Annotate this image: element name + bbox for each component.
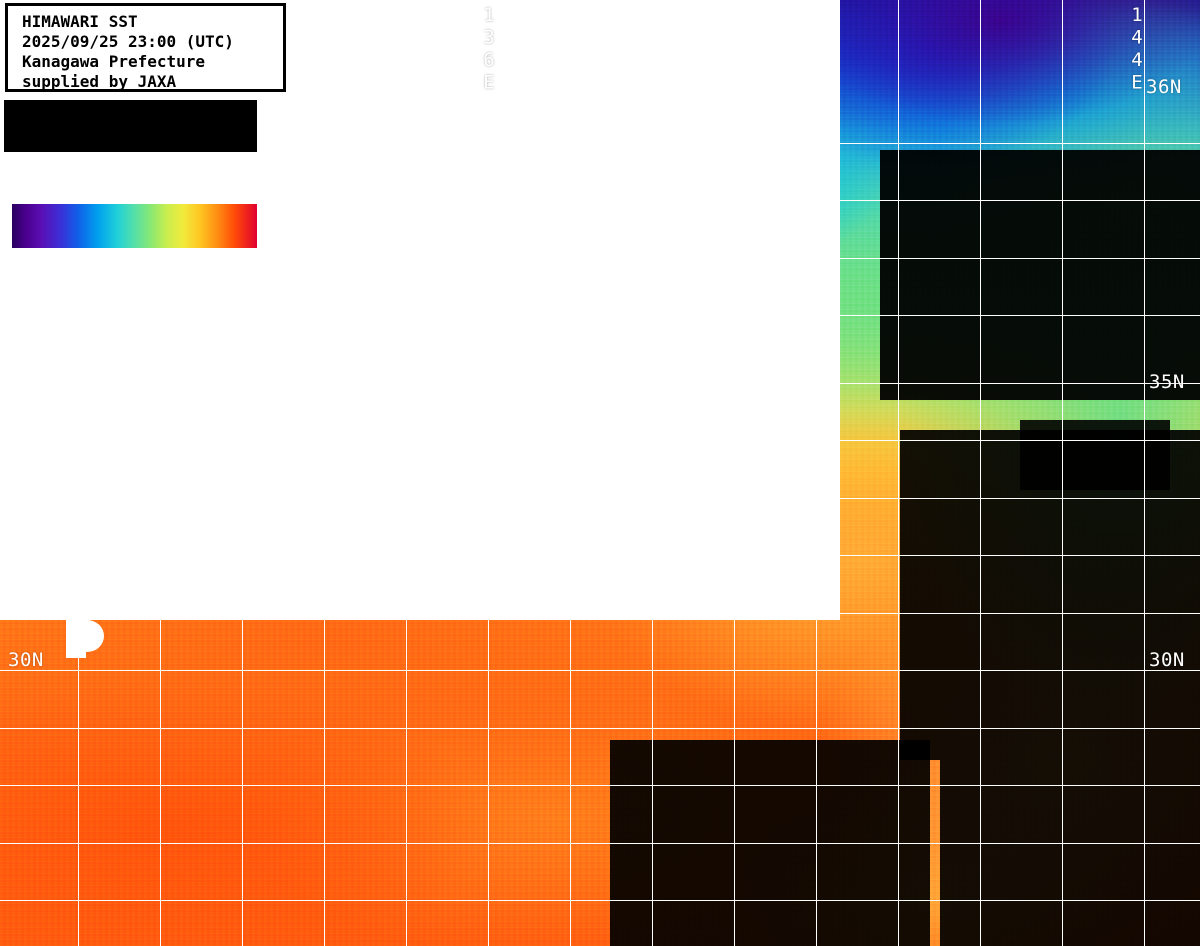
- landmass-tanegashima: [118, 510, 148, 568]
- lat-label-30n-left: 30N: [8, 649, 44, 671]
- title-line-source: supplied by JAXA: [22, 72, 177, 91]
- landmass-izu-oshima: [436, 448, 460, 488]
- colorbar-tick-28: 28: [150, 117, 171, 137]
- colorbar-tick-26: 26: [98, 117, 119, 137]
- cloud-mask-region-northeast: [880, 150, 1200, 400]
- cloud-mask-region-southeast: [940, 760, 1200, 946]
- lon-label-136e: 136E: [478, 4, 500, 94]
- title-line-product: HIMAWARI SST: [22, 12, 138, 31]
- lat-label-36n-right: 36N: [1146, 76, 1182, 98]
- lon-label-144e: 144E: [1126, 4, 1148, 94]
- cloud-mask-region-south: [610, 740, 930, 946]
- landmass-izu-island: [448, 498, 464, 524]
- lat-label-30n-right: 30N: [1149, 649, 1185, 671]
- cloud-mask-region-kuroshio: [1020, 420, 1170, 490]
- landmass-amami: [40, 545, 92, 571]
- colorbar-tick-24: 24: [47, 117, 68, 137]
- landmass-island-small-c: [160, 498, 176, 532]
- title-line-provider: Kanagawa Prefecture: [22, 52, 206, 71]
- lat-label-35n-right: 35N: [1149, 371, 1185, 393]
- landmass-island-small-b: [66, 600, 86, 658]
- colorbar-gradient: [12, 204, 257, 248]
- colorbar-tick-30: 30: [196, 117, 217, 137]
- title-legend-box: HIMAWARI SST 2025/09/25 23:00 (UTC) Kana…: [5, 3, 286, 92]
- title-line-timestamp: 2025/09/25 23:00 (UTC): [22, 32, 234, 51]
- colorbar-container: [4, 100, 257, 248]
